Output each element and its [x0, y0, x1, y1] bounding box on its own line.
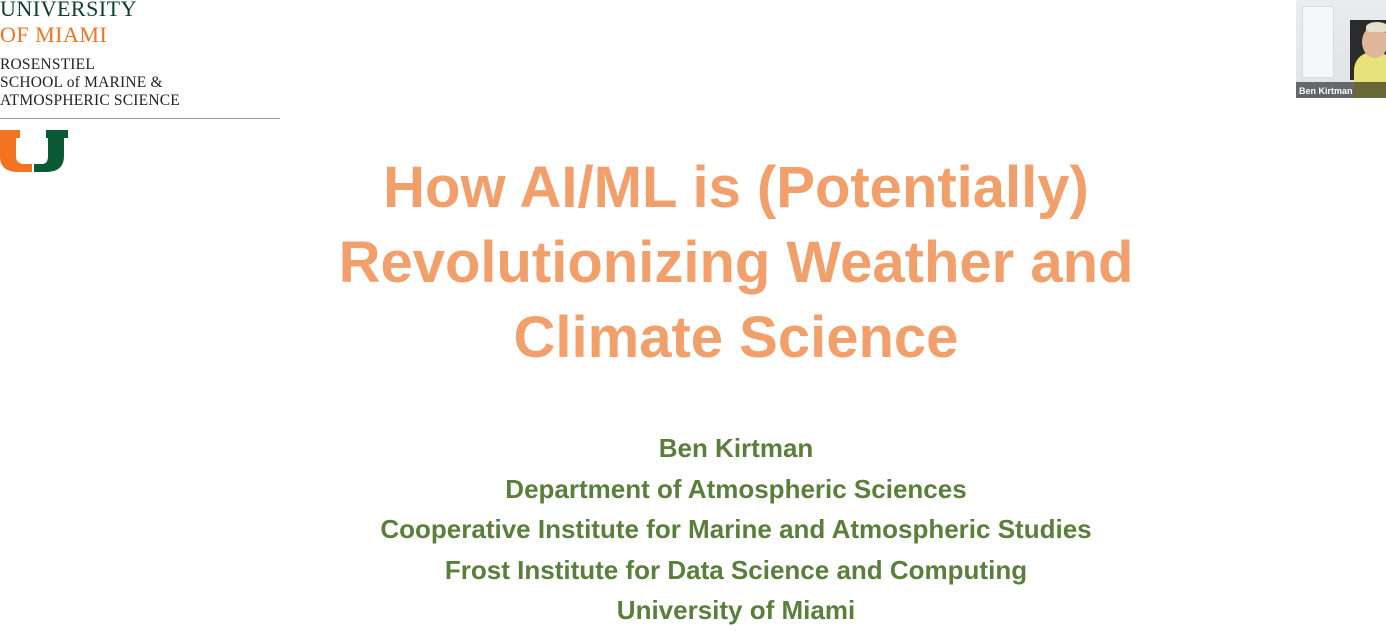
participant-name: Ben Kirtman — [1299, 86, 1353, 96]
university-name-line1: UNIVERSITY — [0, 0, 137, 21]
author-info: Ben Kirtman Department of Atmospheric Sc… — [286, 428, 1186, 631]
video-background-door — [1302, 6, 1334, 78]
participant-name-bar — [1296, 82, 1386, 98]
slide-title-line: How AI/ML is (Potentially) — [383, 155, 1089, 220]
school-name-line3: ATMOSPHERIC SCIENCE — [0, 92, 180, 109]
author-affiliation: Frost Institute for Data Science and Com… — [444, 554, 1028, 585]
participant-video-tile[interactable]: Ben Kirtman — [1296, 0, 1386, 98]
author-name: Ben Kirtman — [658, 433, 814, 463]
university-logo: UNIVERSITY OF MIAMI ROSENSTIEL SCHOOL of… — [0, 0, 282, 180]
u-logo-icon — [0, 130, 68, 172]
slide-title-line: Climate Science — [513, 305, 959, 370]
participant-avatar-hair — [1366, 22, 1386, 32]
slide-title: How AI/ML is (Potentially) Revolutionizi… — [230, 150, 1242, 375]
author-affiliation: Cooperative Institute for Marine and Atm… — [380, 514, 1092, 544]
school-name-line2: SCHOOL of MARINE & — [0, 74, 163, 91]
slide-title-line: Revolutionizing Weather and — [338, 230, 1134, 295]
school-name-line1: ROSENSTIEL — [0, 56, 95, 73]
university-name-line2: OF MIAMI — [0, 22, 108, 47]
author-affiliation: University of Miami — [616, 595, 856, 625]
author-affiliation: Department of Atmospheric Sciences — [505, 473, 967, 504]
logo-divider — [0, 118, 280, 119]
